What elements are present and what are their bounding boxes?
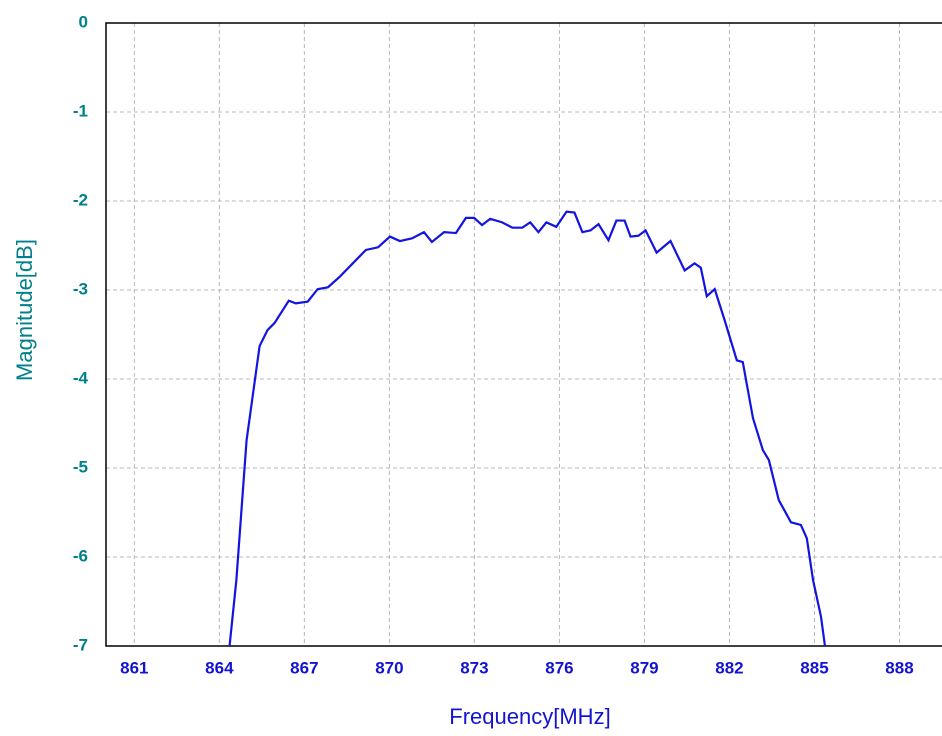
y-axis-label: Magnitude[dB] [12,239,37,381]
x-tick-label: 888 [885,658,913,677]
data-line [228,210,827,646]
x-tick-label: 867 [290,658,318,677]
x-tick-label: 876 [545,658,573,677]
x-tick-label: 861 [120,658,148,677]
x-tick-label: 882 [715,658,743,677]
y-tick-label: -5 [73,457,88,476]
x-tick-label: 885 [800,658,828,677]
y-tick-label: -7 [73,635,88,654]
y-tick-label: -6 [73,546,88,565]
x-tick-label: 873 [460,658,488,677]
y-tick-label: 0 [79,12,88,31]
y-tick-label: -2 [73,190,88,209]
x-tick-label: 879 [630,658,658,677]
y-tick-label: -1 [73,101,88,120]
y-tick-label: -4 [73,368,89,387]
plot-frame [105,22,942,647]
y-tick-label: -3 [73,279,88,298]
x-tick-label: 864 [205,658,234,677]
x-axis-label: Frequency[MHz] [449,704,610,729]
x-tick-label: 870 [375,658,403,677]
